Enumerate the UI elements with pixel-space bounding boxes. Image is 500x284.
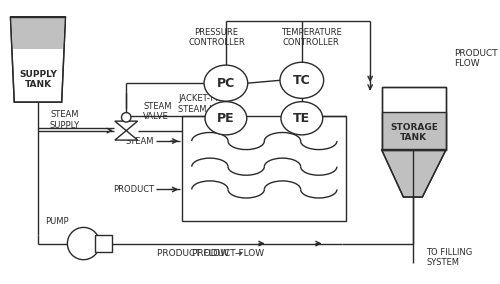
Bar [182,116,346,221]
Polygon shape [115,131,138,140]
Polygon shape [10,17,66,102]
Polygon shape [382,150,446,197]
Polygon shape [115,121,138,131]
Text: STEAM: STEAM [126,137,154,146]
Ellipse shape [204,65,248,101]
Text: PRODUCT FLOW: PRODUCT FLOW [192,250,264,258]
Bar [382,112,446,150]
Bar [382,112,446,150]
Text: STORAGE
TANK: STORAGE TANK [390,123,438,142]
Text: JACKET-TYPE
STEAM HEATER: JACKET-TYPE STEAM HEATER [178,94,242,114]
Text: TEMPERATURE
CONTROLLER: TEMPERATURE CONTROLLER [281,28,342,47]
Text: PC: PC [217,77,235,90]
Text: TO FILLING
SYSTEM: TO FILLING SYSTEM [426,248,472,268]
Text: PE: PE [217,112,234,125]
Text: STEAM
SUPPLY: STEAM SUPPLY [50,110,80,130]
Text: PRODUCT FLOW  →: PRODUCT FLOW → [156,248,242,258]
Text: PRESSURE
CONTROLLER: PRESSURE CONTROLLER [188,28,245,47]
Bar [95,235,112,252]
Circle shape [122,112,131,122]
Circle shape [68,227,100,260]
Polygon shape [10,17,66,49]
Text: PRODUCT: PRODUCT [112,185,154,194]
Ellipse shape [205,102,247,135]
Text: PRODUCT
FLOW: PRODUCT FLOW [454,49,498,68]
Text: PUMP: PUMP [45,217,69,226]
Bar [382,87,446,150]
Text: TC: TC [293,74,310,87]
Ellipse shape [280,62,324,98]
Text: STEAM
VALVE: STEAM VALVE [144,102,172,121]
Ellipse shape [281,102,322,135]
Text: SUPPLY
TANK: SUPPLY TANK [19,70,57,89]
Text: TE: TE [294,112,310,125]
Bar [382,87,446,150]
